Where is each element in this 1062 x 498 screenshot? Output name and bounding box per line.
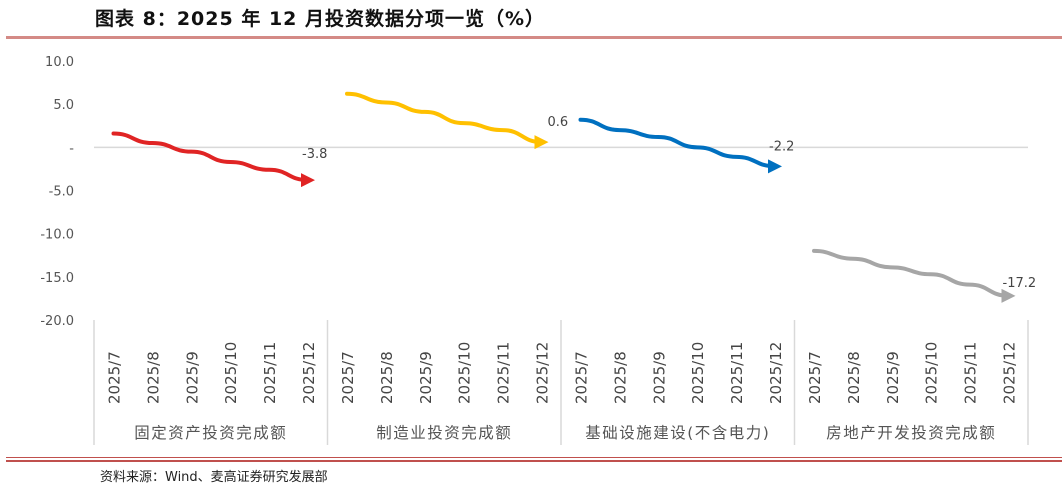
x-tick-label: 2025/10 xyxy=(923,342,941,404)
x-tick-label: 2025/12 xyxy=(300,342,318,404)
x-tick-label: 2025/10 xyxy=(456,342,474,404)
x-tick-label: 2025/7 xyxy=(339,351,357,404)
x-tick-label: 2025/8 xyxy=(378,351,396,404)
line-chart: 10.0 5.0 - -5.0 -10.0 -15.0 -20.0 -3.8 2025/7 202… xyxy=(40,55,1037,445)
title-divider xyxy=(6,36,1062,39)
x-tick-label: 2025/12 xyxy=(767,342,785,404)
x-tick-label: 2025/8 xyxy=(845,351,863,404)
source-note: 资料来源：Wind、麦高证券研究发展部 xyxy=(100,470,328,485)
panel-label: 制造业投资完成额 xyxy=(376,424,512,442)
x-tick-label: 2025/11 xyxy=(962,342,980,404)
panel-label: 房地产开发投资完成额 xyxy=(826,424,996,442)
y-tick-label: -20.0 xyxy=(40,314,74,329)
x-tick-label: 2025/7 xyxy=(106,351,124,404)
panel-label: 固定资产投资完成额 xyxy=(134,424,287,442)
x-tick-label: 2025/11 xyxy=(728,342,746,404)
data-label: -3.8 xyxy=(302,147,327,162)
data-label: 0.6 xyxy=(548,115,569,130)
y-tick-label: -10.0 xyxy=(40,228,74,243)
x-tick-label: 2025/12 xyxy=(1001,342,1019,404)
x-tick-label: 2025/7 xyxy=(806,351,824,404)
x-tick-label: 2025/8 xyxy=(144,351,162,404)
panel-label: 基础设施建设(不含电力) xyxy=(585,424,770,442)
x-tick-label: 2025/7 xyxy=(573,351,591,404)
figure-title: 图表 8：2025 年 12 月投资数据分项一览（%） xyxy=(95,8,546,30)
x-tick-label: 2025/10 xyxy=(222,342,240,404)
x-tick-label: 2025/9 xyxy=(884,351,902,404)
y-tick-label: 5.0 xyxy=(53,98,74,113)
x-tick-label: 2025/12 xyxy=(534,342,552,404)
series-line-3 xyxy=(578,117,782,174)
x-tick-label: 2025/8 xyxy=(611,351,629,404)
y-tick-label: - xyxy=(69,141,74,156)
x-tick-label: 2025/10 xyxy=(689,342,707,404)
y-tick-label: -15.0 xyxy=(40,271,74,286)
bottom-divider-thick xyxy=(6,460,1062,462)
series-line-2 xyxy=(345,91,549,150)
x-tick-label: 2025/9 xyxy=(650,351,668,404)
x-tick-label: 2025/9 xyxy=(417,351,435,404)
bottom-divider xyxy=(6,457,1062,458)
x-tick-label: 2025/11 xyxy=(261,342,279,404)
x-tick-label: 2025/11 xyxy=(495,342,513,404)
y-tick-label: -5.0 xyxy=(49,185,74,200)
series-line-1 xyxy=(111,131,315,188)
y-tick-label: 10.0 xyxy=(45,55,74,70)
series-line-4 xyxy=(812,248,1016,303)
data-label: -2.2 xyxy=(769,139,794,154)
x-tick-label: 2025/9 xyxy=(183,351,201,404)
data-label: -17.2 xyxy=(1003,276,1037,291)
